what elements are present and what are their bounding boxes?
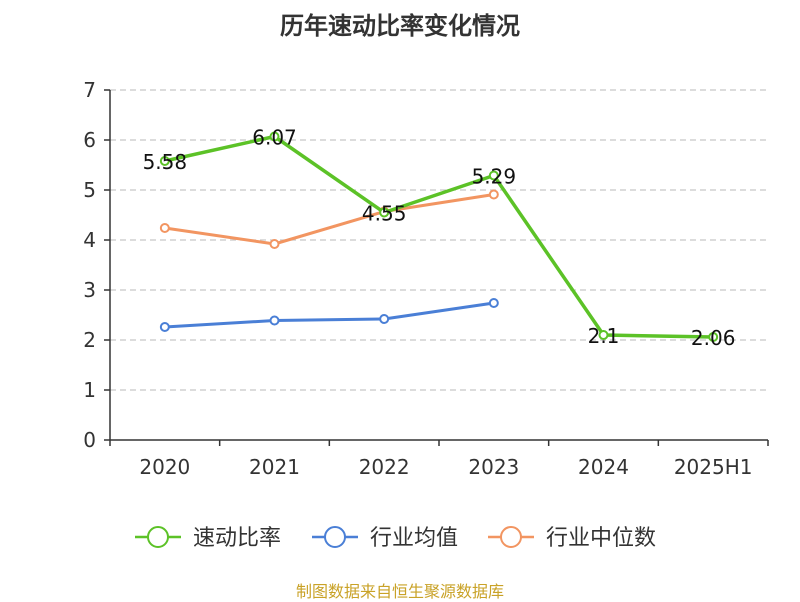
y-tick-label: 3 [83, 278, 96, 302]
x-tick-label: 2022 [359, 455, 410, 479]
legend-item[interactable]: 速动比率 [135, 526, 281, 551]
y-tick-label: 1 [83, 378, 96, 402]
data-label: 6.07 [252, 126, 297, 150]
legend-marker [324, 526, 346, 548]
chart-title: 历年速动比率变化情况 [280, 12, 520, 40]
x-tick-label: 2024 [578, 455, 629, 479]
data-point [488, 298, 499, 308]
data-point [598, 330, 609, 340]
source-note: 制图数据来自恒生聚源数据库 [295, 582, 504, 601]
data-label: 5.29 [472, 165, 517, 189]
series-line-industry-median [164, 193, 495, 246]
y-tick-label: 5 [83, 178, 96, 202]
legend-label: 行业均值 [370, 526, 458, 551]
data-point [269, 315, 280, 326]
y-tick-label: 0 [83, 428, 96, 452]
data-labels: 5.58 6.07 4.55 5.29 2.1 2.06 [143, 126, 736, 351]
data-point [159, 223, 170, 233]
x-tick-label: 2025H1 [674, 455, 753, 479]
data-point [269, 239, 280, 249]
y-tick-label: 6 [83, 128, 96, 152]
x-tick-label: 2023 [468, 455, 519, 479]
legend[interactable]: 速动比率 行业均值 行业中位数 [135, 526, 656, 551]
data-label: 2.1 [588, 324, 620, 348]
legend-label: 行业中位数 [546, 526, 656, 551]
x-tick-label: 2021 [249, 455, 300, 479]
y-tick-label: 7 [83, 78, 96, 102]
y-tick-label: 4 [83, 228, 96, 252]
data-label: 4.55 [362, 202, 407, 226]
data-point [379, 314, 390, 324]
series-group [159, 131, 719, 342]
legend-item[interactable]: 行业中位数 [488, 526, 656, 551]
legend-item[interactable]: 行业均值 [312, 526, 458, 551]
data-point [488, 170, 499, 181]
series-line-quick-ratio [164, 134, 714, 339]
data-label: 2.06 [691, 326, 736, 350]
legend-marker [500, 526, 522, 548]
axes: 0 1 2 3 4 5 6 7 2020 2021 2022 2023 2024 2025H1 [83, 78, 769, 479]
data-point [159, 322, 170, 332]
y-tick-label: 2 [83, 328, 96, 352]
data-point [269, 131, 280, 142]
data-point [708, 332, 719, 342]
data-point [488, 189, 499, 200]
series-line-industry-average [164, 301, 495, 329]
x-tick-label: 2020 [139, 455, 190, 479]
data-point [379, 207, 390, 218]
data-label: 5.58 [143, 150, 188, 174]
legend-label: 速动比率 [193, 526, 281, 551]
grid-lines [110, 89, 768, 391]
legend-marker [147, 526, 169, 548]
data-point [159, 156, 170, 166]
